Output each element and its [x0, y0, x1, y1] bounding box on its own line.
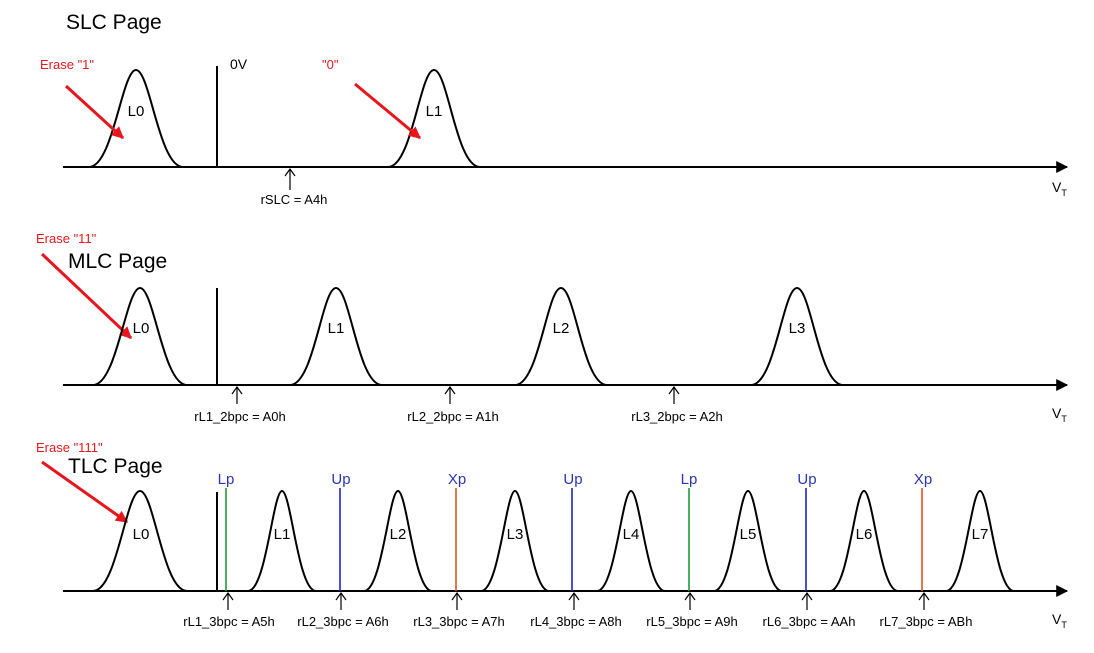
slc-level-l1-curve — [387, 68, 481, 168]
tlc-level-l2-curve — [363, 489, 433, 592]
tlc-page-mark-7: Xp — [914, 471, 932, 488]
slc-axis-label: VT — [1052, 179, 1067, 198]
tlc-level-l0-curve — [63, 489, 188, 592]
slc-title: SLC Page — [66, 11, 162, 34]
tlc-read-ref-label-4: rL4_3bpc = A8h — [530, 614, 621, 629]
mlc-erase-arrow — [40, 252, 133, 340]
mlc-read-ref-arrow-head-2 — [444, 385, 456, 395]
tlc-read-ref-label-7: rL7_3bpc = ABh — [880, 614, 973, 629]
mlc-level-l1-curve — [289, 286, 383, 386]
mlc-read-ref-label-1: rL1_2bpc = A0h — [194, 409, 285, 424]
tlc-read-ref-label-1: rL1_3bpc = A5h — [183, 614, 274, 629]
tlc-level-l4-label: L4 — [623, 526, 640, 543]
slc-level-l1-label: L1 — [426, 103, 443, 120]
tlc-level-l5-label: L5 — [740, 526, 757, 543]
slc-program-arrow — [354, 82, 421, 140]
slc-erase-label: Erase "1" — [40, 57, 94, 72]
slc-panel: SLC Page VT 0V L0 L1 Erase "1" "0" rSLC … — [40, 11, 1069, 207]
tlc-read-ref-arrow-head-4 — [568, 591, 580, 601]
tlc-read-ref-arrow-head-2 — [335, 591, 347, 601]
tlc-level-l5-curve — [713, 489, 783, 592]
mlc-level-l3-label: L3 — [789, 320, 806, 337]
tlc-page-mark-2: Up — [331, 471, 350, 488]
mlc-level-l2-label: L2 — [553, 320, 570, 337]
mlc-panel: Erase "11" MLC Page VT L0 L1 L2 L3 rL1_2… — [36, 231, 1069, 424]
tlc-page-mark-5: Lp — [681, 471, 698, 488]
tlc-panel: Erase "111" TLC Page VT L0 L1 L2 L3 L4 L… — [36, 440, 1069, 630]
mlc-title: MLC Page — [68, 250, 167, 273]
mlc-read-ref-arrow-head-1 — [231, 385, 243, 395]
mlc-level-l2-curve — [514, 286, 608, 386]
mlc-level-l1-label: L1 — [328, 320, 345, 337]
tlc-level-l3-label: L3 — [507, 526, 524, 543]
tlc-read-ref-label-5: rL5_3bpc = A9h — [646, 614, 737, 629]
tlc-level-l3-curve — [480, 489, 550, 592]
slc-read-ref-label: rSLC = A4h — [261, 192, 328, 207]
mlc-level-l3-curve — [750, 286, 844, 386]
tlc-level-l1-label: L1 — [274, 526, 291, 543]
tlc-read-ref-label-3: rL3_3bpc = A7h — [413, 614, 504, 629]
tlc-level-l4-curve — [596, 489, 666, 592]
mlc-erase-label: Erase "11" — [36, 231, 97, 246]
slc-zero-volt-label: 0V — [230, 56, 248, 72]
tlc-page-mark-4: Up — [563, 471, 582, 488]
tlc-level-l6-label: L6 — [856, 526, 873, 543]
tlc-read-ref-arrow-head-5 — [684, 591, 696, 601]
tlc-read-ref-arrow-head-3 — [451, 591, 463, 601]
mlc-level-l0-label: L0 — [133, 320, 150, 337]
tlc-page-mark-3: Xp — [448, 471, 466, 488]
tlc-level-l7-label: L7 — [972, 526, 989, 543]
tlc-page-mark-1: Lp — [218, 471, 235, 488]
tlc-level-l6-curve — [829, 489, 899, 592]
mlc-read-ref-label-3: rL3_2bpc = A2h — [631, 409, 722, 424]
tlc-read-ref-arrow-head-1 — [222, 591, 234, 601]
tlc-level-l0-label: L0 — [133, 526, 150, 543]
tlc-axis-label: VT — [1052, 611, 1067, 630]
slc-erase-arrow — [64, 84, 125, 140]
tlc-read-ref-label-2: rL2_3bpc = A6h — [297, 614, 388, 629]
tlc-level-l7-curve — [945, 489, 1015, 592]
mlc-read-ref-arrow-head-3 — [668, 385, 680, 395]
tlc-read-ref-arrow-head-6 — [801, 591, 813, 601]
tlc-read-ref-label-6: rL6_3bpc = AAh — [763, 614, 856, 629]
slc-program-label: "0" — [322, 57, 339, 72]
tlc-erase-arrow — [41, 460, 128, 524]
slc-level-l0-curve — [63, 68, 184, 168]
mlc-level-l0-curve — [63, 286, 188, 386]
mlc-axis-label: VT — [1052, 405, 1067, 424]
tlc-read-ref-arrow-head-7 — [918, 591, 930, 601]
tlc-page-mark-6: Up — [797, 471, 816, 488]
tlc-title: TLC Page — [68, 455, 163, 478]
mlc-read-ref-label-2: rL2_2bpc = A1h — [407, 409, 498, 424]
tlc-level-l1-curve — [247, 489, 317, 592]
tlc-erase-label: Erase "111" — [36, 440, 103, 455]
slc-read-ref-arrow-head — [284, 167, 296, 177]
tlc-level-l2-label: L2 — [390, 526, 407, 543]
slc-level-l0-label: L0 — [128, 103, 145, 120]
